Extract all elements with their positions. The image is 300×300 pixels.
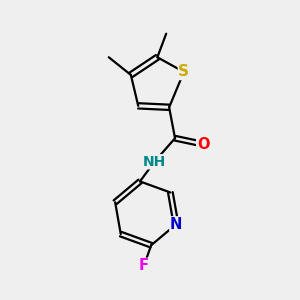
- Text: S: S: [178, 64, 189, 80]
- Text: F: F: [139, 258, 149, 273]
- Text: N: N: [170, 217, 182, 232]
- Text: NH: NH: [143, 155, 166, 169]
- Text: O: O: [197, 136, 209, 152]
